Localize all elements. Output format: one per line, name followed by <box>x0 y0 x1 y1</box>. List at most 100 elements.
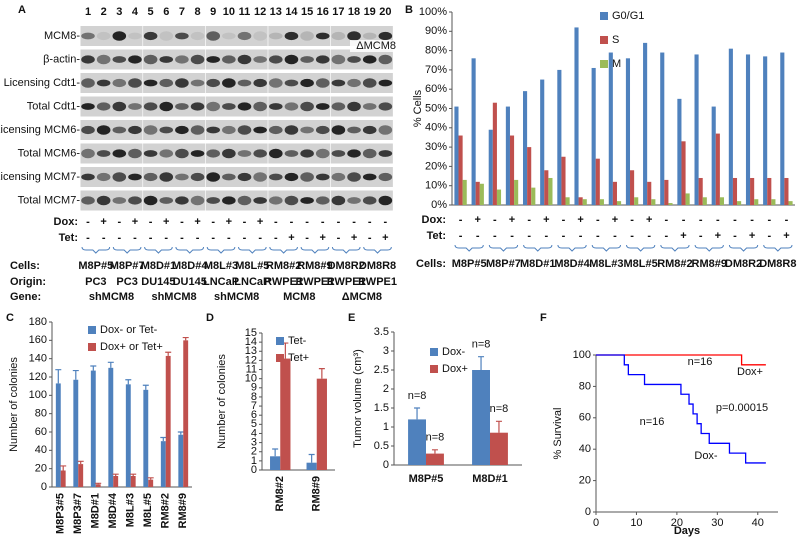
blot-band <box>284 102 299 111</box>
x-tick-label: M8D#4 <box>107 492 119 528</box>
treatment-sign: + <box>680 230 686 242</box>
treatment-sign: - <box>476 230 480 242</box>
treatment-sign: - <box>665 214 669 226</box>
blot-band <box>222 196 236 205</box>
bar <box>95 484 101 487</box>
bar <box>280 358 291 470</box>
blot-band <box>237 31 252 41</box>
bar <box>711 106 716 205</box>
annotation: n=8 <box>472 339 491 351</box>
blot-band <box>378 54 393 65</box>
blot-band <box>331 172 346 182</box>
bar <box>496 189 502 205</box>
bracket <box>81 246 111 254</box>
blot-band <box>190 102 205 111</box>
error-bar <box>177 431 184 435</box>
blot-band <box>347 101 361 112</box>
legend-swatch <box>276 354 284 362</box>
treatment-sign: + <box>783 230 789 242</box>
blot-panel <box>268 26 331 46</box>
blot-band <box>300 197 314 204</box>
x-tick-label: 40 <box>752 517 764 529</box>
x-tick-label: RM8#9 <box>311 476 323 511</box>
treatment-sign: - <box>117 216 121 228</box>
blot-panel <box>143 26 206 46</box>
blot-band <box>206 149 220 158</box>
treatment-sign: - <box>562 230 566 242</box>
error-bar <box>478 356 485 370</box>
legend-label: Dox+ or Tet+ <box>100 341 163 353</box>
annotation: n=16 <box>640 416 665 428</box>
blot-panel <box>205 26 268 46</box>
blot-band <box>159 56 174 63</box>
cell-name: M8D#4 <box>554 258 590 270</box>
blot-band <box>112 172 127 182</box>
lane-number: 5 <box>148 6 154 18</box>
bar <box>514 179 519 205</box>
blot-panel <box>205 190 268 211</box>
y-tick-label: 5 <box>251 418 257 430</box>
series-label: Dox+ <box>737 366 763 378</box>
y-axis-title: % Survival <box>552 408 564 460</box>
lane-number: 17 <box>332 6 344 18</box>
error-bar <box>60 465 67 471</box>
treatment-sign: - <box>733 230 737 242</box>
blot-band <box>315 148 330 159</box>
lane-number: 10 <box>223 6 235 18</box>
y-tick-label: 40 <box>579 443 591 455</box>
treatment-sign: + <box>715 230 721 242</box>
blot-band <box>269 103 283 110</box>
blot-panel <box>80 143 143 164</box>
x-tick-label: M8P3#5 <box>55 493 67 534</box>
y-tick-label: 2 <box>383 383 389 395</box>
blot-band <box>159 78 174 88</box>
blot-band <box>96 79 111 87</box>
lane-number: 14 <box>285 6 298 18</box>
treatment-sign: - <box>164 232 168 244</box>
y-tick-label: 10% <box>425 180 447 192</box>
blot-band <box>175 55 189 64</box>
bar <box>685 193 690 205</box>
bar <box>681 141 686 205</box>
origin-name: LNCaP <box>203 276 239 288</box>
blot-band <box>206 56 220 63</box>
bar <box>612 181 617 205</box>
cell-name: M8L#5 <box>624 258 658 270</box>
blot-band <box>206 172 220 182</box>
blot-band <box>112 101 127 112</box>
bar <box>527 147 532 205</box>
blot-band <box>81 55 95 64</box>
x-tick-label: RM8#9 <box>177 493 189 528</box>
y-tick-label: 60% <box>425 83 447 95</box>
treatment-sign: - <box>767 230 771 242</box>
treatment-sign: - <box>321 216 325 228</box>
error-bar <box>130 473 137 476</box>
blot-band <box>175 148 189 159</box>
treatment-sign: - <box>180 232 184 244</box>
bar <box>702 197 707 205</box>
blot-band <box>284 172 299 182</box>
legend-swatch <box>276 337 284 345</box>
blot-band <box>347 172 361 182</box>
bar <box>561 156 566 205</box>
lane-number: 15 <box>301 6 313 18</box>
bar <box>668 203 673 205</box>
delta-label: ΔMCM8 <box>356 40 396 52</box>
blot-band <box>128 103 142 110</box>
y-tick-label: 100% <box>419 6 447 18</box>
error-bar <box>495 420 502 433</box>
blot-panel <box>205 120 268 140</box>
lane-number: 19 <box>364 6 376 18</box>
bar <box>660 52 665 205</box>
blot-band <box>237 102 252 111</box>
row-label: Origin: <box>10 276 46 288</box>
origin-name: PC3 <box>116 276 137 288</box>
blot-band <box>112 78 127 88</box>
y-tick-label: 80 <box>579 380 591 392</box>
blot-band <box>300 172 314 182</box>
blot-band <box>315 173 330 181</box>
annotation: n=8 <box>490 403 509 415</box>
blot-panel <box>205 73 268 93</box>
bar <box>505 106 510 205</box>
cell-name: M8D#4 <box>172 260 208 272</box>
